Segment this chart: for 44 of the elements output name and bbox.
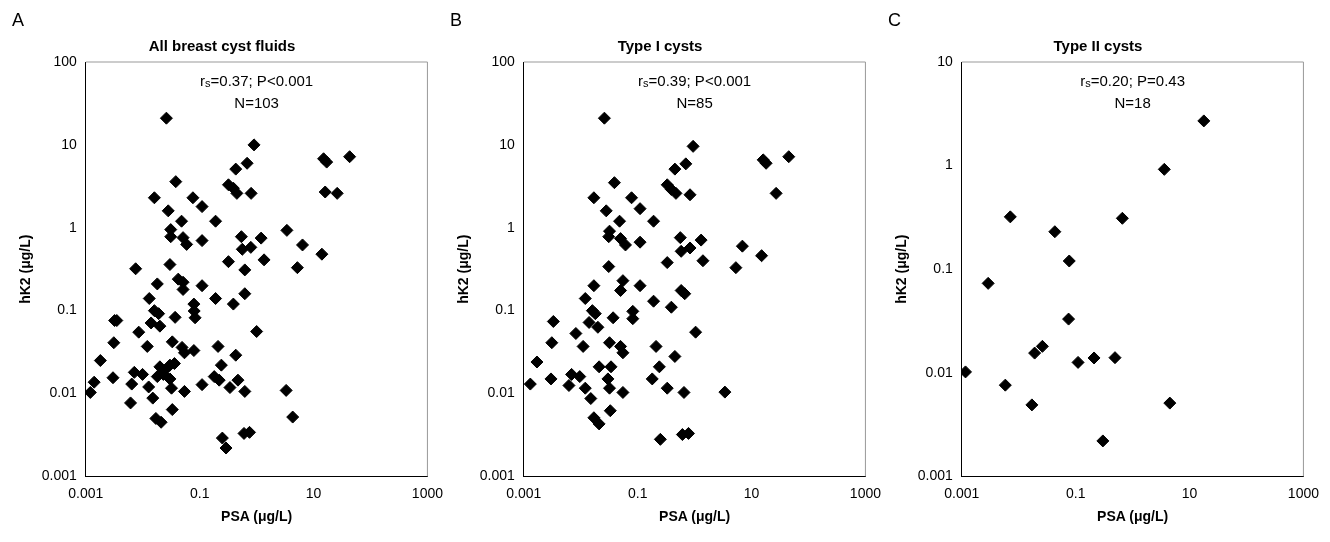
y-tick-label: 10 (937, 52, 954, 69)
x-tick-label: 1000 (411, 484, 444, 501)
y-axis-title: hK2 (μg/L) (893, 234, 910, 304)
x-tick-label: 10 (1181, 484, 1198, 501)
chart-title: All breast cyst fluids (148, 37, 296, 55)
y-tick-label: 1 (507, 218, 516, 235)
y-tick-label: 0.1 (933, 260, 954, 277)
x-tick-label: 0.1 (189, 484, 210, 501)
x-axis-title: PSA (μg/L) (659, 508, 731, 525)
y-tick-label: 0.01 (487, 384, 516, 401)
y-tick-label: 0.01 (925, 363, 954, 380)
y-tick-label: 0.1 (57, 301, 78, 318)
y-tick-label: 0.001 (41, 467, 78, 484)
x-tick-label: 0.1 (627, 484, 648, 501)
annotation: N=18 (1114, 93, 1151, 111)
y-tick-label: 0.001 (479, 467, 516, 484)
y-tick-label: 100 (53, 52, 78, 69)
annotation: N=85 (676, 93, 713, 111)
text: C (888, 9, 901, 30)
y-tick-label: 10 (499, 135, 516, 152)
x-tick-label: 1000 (1287, 484, 1320, 501)
x-tick-label: 0.1 (1065, 484, 1086, 501)
y-tick-label: 1 (69, 218, 78, 235)
x-axis-title: PSA (μg/L) (221, 508, 293, 525)
y-tick-label: 0.1 (495, 301, 516, 318)
y-tick-label: 100 (491, 52, 516, 69)
annotation: rs=0.37; P<0.001 (200, 71, 314, 90)
text: A (12, 9, 25, 30)
annotation: rs=0.39; P<0.001 (638, 71, 752, 90)
chart-title: Type II cysts (1053, 37, 1143, 55)
chart-title: Type I cysts (617, 37, 703, 55)
x-axis-title: PSA (μg/L) (1097, 508, 1169, 525)
x-tick-label: 10 (743, 484, 760, 501)
annotation: rs=0.20; P=0.43 (1080, 71, 1185, 90)
y-tick-label: 0.001 (917, 467, 954, 484)
x-tick-label: 1000 (849, 484, 882, 501)
y-axis-title: hK2 (μg/L) (455, 234, 472, 304)
y-tick-label: 0.01 (49, 384, 78, 401)
y-axis-title: hK2 (μg/L) (17, 234, 34, 304)
annotation: N=103 (234, 93, 279, 111)
y-tick-label: 10 (61, 135, 78, 152)
text: B (450, 9, 463, 30)
x-tick-label: 10 (305, 484, 322, 501)
y-tick-label: 1 (945, 156, 954, 173)
